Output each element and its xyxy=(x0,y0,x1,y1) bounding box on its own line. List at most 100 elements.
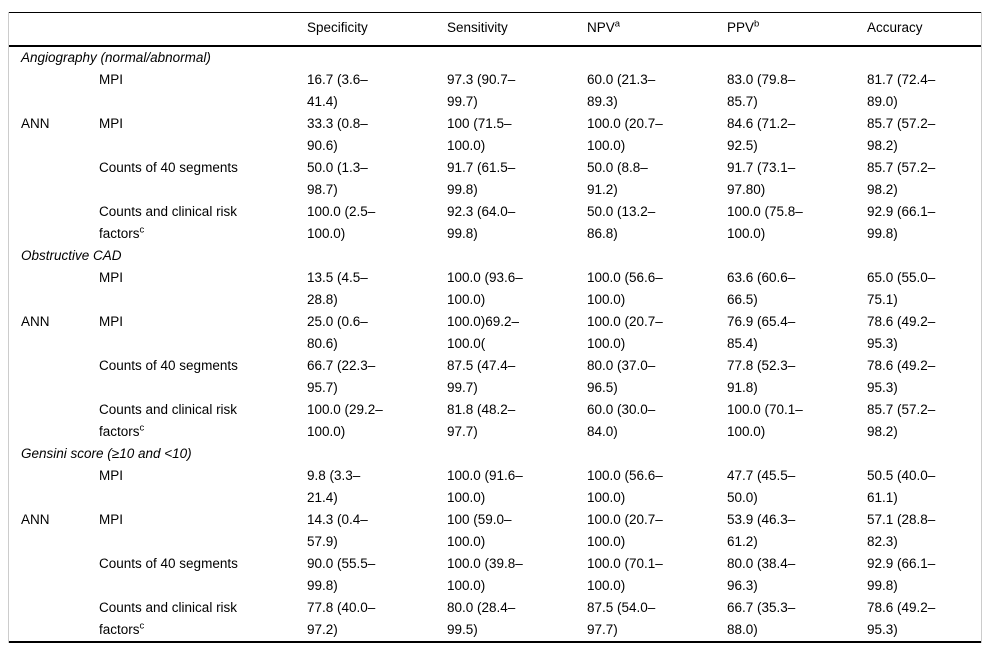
table-row: MPI 13.5 (4.5– 28.8) 100.0 (93.6– 100.0) 10… xyxy=(9,267,981,311)
row-group-cell xyxy=(9,157,99,201)
method-cell: MPI xyxy=(99,512,124,527)
row-group-cell xyxy=(9,355,99,399)
footnote-marker-c: c xyxy=(139,224,145,236)
value-cell-ppv: 53.9 (46.3– 61.2) xyxy=(727,512,796,549)
method-cell: MPI xyxy=(99,314,124,329)
value-cell-sensitivity: 87.5 (47.4– 99.7) xyxy=(447,358,516,395)
value-cell-specificity: 33.3 (0.8– 90.6) xyxy=(307,116,368,153)
table-row: Counts and clinical risk factorsc 100.0 (… xyxy=(9,399,981,443)
footnote-marker-c: c xyxy=(139,620,145,632)
column-header-ppv: PPVb xyxy=(727,12,867,47)
row-group-cell xyxy=(9,69,99,113)
value-cell-accuracy: 57.1 (28.8– 82.3) xyxy=(867,512,936,549)
value-cell-specificity: 25.0 (0.6– 80.6) xyxy=(307,314,368,351)
value-cell-npv: 60.0 (21.3– 89.3) xyxy=(587,72,656,109)
value-cell-npv: 100.0 (56.6– 100.0) xyxy=(587,270,663,307)
value-cell-ppv: 100.0 (70.1– 100.0) xyxy=(727,402,803,439)
row-group-cell: ANN xyxy=(21,512,50,527)
value-cell-accuracy: 50.5 (40.0– 61.1) xyxy=(867,468,936,505)
value-cell-npv: 100.0 (56.6– 100.0) xyxy=(587,468,663,505)
table-header: Specificity Sensitivity NPVa PPVb Accuracy xyxy=(9,12,981,47)
row-group-cell xyxy=(9,597,99,642)
value-cell-specificity: 100.0 (2.5– 100.0) xyxy=(307,204,376,241)
value-cell-npv: 50.0 (13.2– 86.8) xyxy=(587,204,656,241)
results-table: Specificity Sensitivity NPVa PPVb Accuracy A… xyxy=(9,12,981,643)
value-cell-ppv: 63.6 (60.6– 66.5) xyxy=(727,270,796,307)
footnote-marker-c: c xyxy=(139,422,145,434)
method-cell: Counts and clinical risk factorsc xyxy=(99,402,238,439)
value-cell-sensitivity: 100.0 (93.6– 100.0) xyxy=(447,270,523,307)
column-header-sensitivity: Sensitivity xyxy=(447,12,587,47)
table-row: Counts and clinical risk factorsc 77.8 (4… xyxy=(9,597,981,642)
value-cell-specificity: 90.0 (55.5– 99.8) xyxy=(307,556,376,593)
row-group-cell xyxy=(9,267,99,311)
results-table-container: Specificity Sensitivity NPVa PPVb Accuracy A… xyxy=(8,12,982,643)
value-cell-sensitivity: 100.0 (39.8– 100.0) xyxy=(447,556,523,593)
value-cell-ppv: 91.7 (73.1– 97.80) xyxy=(727,160,796,197)
table-row: Counts of 40 segments 50.0 (1.3– 98.7) 91.… xyxy=(9,157,981,201)
value-cell-accuracy: 85.7 (57.2– 98.2) xyxy=(867,116,936,153)
value-cell-ppv: 100.0 (75.8– 100.0) xyxy=(727,204,803,241)
value-cell-npv: 100.0 (20.7– 100.0) xyxy=(587,116,663,153)
method-cell: Counts of 40 segments xyxy=(99,160,238,175)
row-group-cell: ANN xyxy=(21,116,50,131)
value-cell-sensitivity: 100 (71.5– 100.0) xyxy=(447,116,512,153)
value-cell-npv: 100.0 (70.1– 100.0) xyxy=(587,556,663,593)
column-header-accuracy: Accuracy xyxy=(867,12,981,47)
table-row: Counts of 40 segments 90.0 (55.5– 99.8) 10… xyxy=(9,553,981,597)
method-cell: MPI xyxy=(99,72,124,87)
footnote-marker-b: b xyxy=(754,18,760,30)
value-cell-sensitivity: 100.0 (91.6– 100.0) xyxy=(447,468,523,505)
table-row: Counts and clinical risk factorsc 100.0 (… xyxy=(9,201,981,245)
value-cell-accuracy: 85.7 (57.2– 98.2) xyxy=(867,160,936,197)
value-cell-ppv: 47.7 (45.5– 50.0) xyxy=(727,468,796,505)
value-cell-accuracy: 85.7 (57.2– 98.2) xyxy=(867,402,936,439)
footnote-marker-a: a xyxy=(614,18,621,30)
method-cell: Counts of 40 segments xyxy=(99,358,238,373)
row-group-cell xyxy=(9,399,99,443)
section-header-row: Angiography (normal/abnormal) xyxy=(9,46,981,69)
value-cell-specificity: 77.8 (40.0– 97.2) xyxy=(307,600,376,637)
value-cell-accuracy: 92.9 (66.1– 99.8) xyxy=(867,556,936,593)
value-cell-ppv: 66.7 (35.3– 88.0) xyxy=(727,600,796,637)
header-row: Specificity Sensitivity NPVa PPVb Accuracy xyxy=(9,12,981,47)
section-header-row: Gensini score (≥10 and <10) xyxy=(9,443,981,465)
value-cell-accuracy: 81.7 (72.4– 89.0) xyxy=(867,72,936,109)
value-cell-ppv: 76.9 (65.4– 85.4) xyxy=(727,314,796,351)
value-cell-accuracy: 78.6 (49.2– 95.3) xyxy=(867,314,936,351)
value-cell-sensitivity: 92.3 (64.0– 99.8) xyxy=(447,204,516,241)
section-title-1: Obstructive CAD xyxy=(21,248,122,263)
row-group-cell: ANN xyxy=(21,314,50,329)
value-cell-sensitivity: 97.3 (90.7– 99.7) xyxy=(447,72,516,109)
value-cell-specificity: 13.5 (4.5– 28.8) xyxy=(307,270,368,307)
table-row: ANN MPI 25.0 (0.6– 80.6) 100.0)69.2– 100.0(… xyxy=(9,311,981,355)
value-cell-accuracy: 78.6 (49.2– 95.3) xyxy=(867,600,936,637)
value-cell-npv: 87.5 (54.0– 97.7) xyxy=(587,600,656,637)
value-cell-sensitivity: 80.0 (28.4– 99.5) xyxy=(447,600,516,637)
value-cell-npv: 100.0 (20.7– 100.0) xyxy=(587,314,663,351)
table-row: Counts of 40 segments 66.7 (22.3– 95.7) 87… xyxy=(9,355,981,399)
value-cell-specificity: 16.7 (3.6– 41.4) xyxy=(307,72,368,109)
value-cell-specificity: 9.8 (3.3– 21.4) xyxy=(307,468,361,505)
row-group-cell xyxy=(9,201,99,245)
section-title-0: Angiography (normal/abnormal) xyxy=(21,50,211,65)
section-header-row: Obstructive CAD xyxy=(9,245,981,267)
value-cell-npv: 100.0 (20.7– 100.0) xyxy=(587,512,663,549)
method-cell: Counts of 40 segments xyxy=(99,556,238,571)
value-cell-npv: 60.0 (30.0– 84.0) xyxy=(587,402,656,439)
column-header-specificity: Specificity xyxy=(307,12,447,47)
column-header-method-empty xyxy=(99,12,307,47)
method-cell: MPI xyxy=(99,468,124,483)
table-body: Angiography (normal/abnormal) MPI 16.7 (3.… xyxy=(9,46,981,642)
value-cell-accuracy: 92.9 (66.1– 99.8) xyxy=(867,204,936,241)
value-cell-sensitivity: 100 (59.0– 100.0) xyxy=(447,512,512,549)
table-row: ANN MPI 33.3 (0.8– 90.6) 100 (71.5– 100.0) 1… xyxy=(9,113,981,157)
value-cell-accuracy: 65.0 (55.0– 75.1) xyxy=(867,270,936,307)
value-cell-ppv: 84.6 (71.2– 92.5) xyxy=(727,116,796,153)
value-cell-sensitivity: 100.0)69.2– 100.0( xyxy=(447,314,520,351)
method-cell: MPI xyxy=(99,116,124,131)
value-cell-ppv: 77.8 (52.3– 91.8) xyxy=(727,358,796,395)
value-cell-specificity: 14.3 (0.4– 57.9) xyxy=(307,512,368,549)
value-cell-npv: 80.0 (37.0– 96.5) xyxy=(587,358,656,395)
section-title-2: Gensini score (≥10 and <10) xyxy=(21,446,192,461)
